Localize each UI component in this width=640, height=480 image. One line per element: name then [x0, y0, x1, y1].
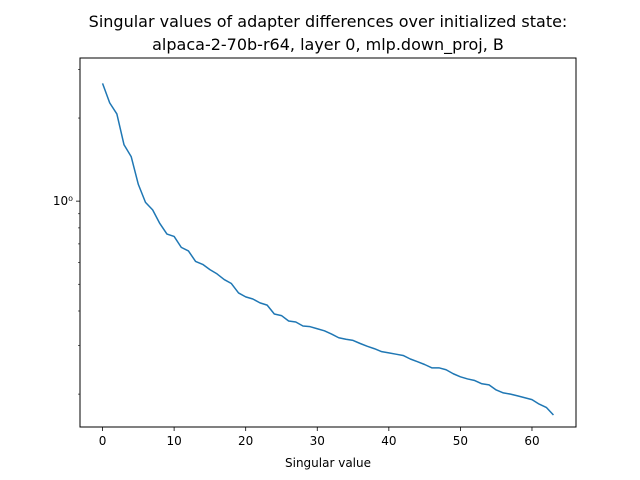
series-line-0 [101, 83, 554, 416]
x-axis-label: Singular value [285, 456, 371, 470]
x-tick-label: 40 [381, 434, 396, 448]
y-tick-label: 10⁰ [53, 194, 73, 208]
chart-subtitle: alpaca-2-70b-r64, layer 0, mlp.down_proj… [152, 35, 504, 55]
x-tick-label: 10 [166, 434, 181, 448]
x-tick-label: 0 [99, 434, 107, 448]
chart-title: Singular values of adapter differences o… [89, 12, 568, 31]
series-lines [101, 83, 554, 416]
x-axis-ticks: 0 10 20 30 40 50 60 [99, 427, 540, 448]
x-tick-label: 60 [524, 434, 539, 448]
x-tick-label: 20 [238, 434, 253, 448]
x-tick-label: 30 [310, 434, 325, 448]
plot-frame [79, 57, 577, 428]
x-tick-label: 50 [453, 434, 468, 448]
